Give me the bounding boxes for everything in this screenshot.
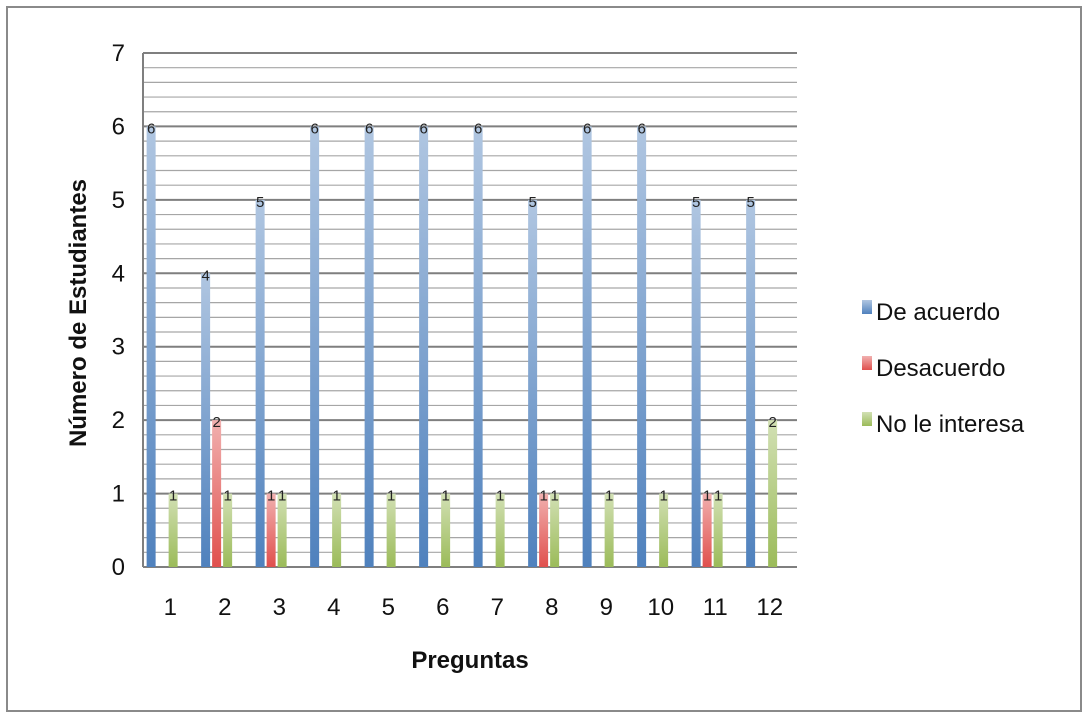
bar	[637, 126, 647, 567]
data-label: 1	[496, 488, 504, 505]
bar	[528, 199, 538, 567]
bar	[386, 493, 396, 567]
data-label: 6	[419, 120, 427, 137]
bar	[310, 126, 320, 567]
data-label: 2	[768, 414, 776, 431]
bar	[266, 493, 276, 567]
y-tick-label: 3	[112, 334, 125, 361]
data-label: 1	[223, 488, 231, 505]
x-tick-label: 11	[703, 594, 728, 621]
data-label: 1	[387, 488, 395, 505]
bars	[146, 126, 778, 567]
x-tick-label: 7	[491, 594, 504, 621]
x-tick-label: 12	[756, 594, 783, 621]
x-tick-label: 9	[600, 594, 613, 621]
data-label: 1	[278, 488, 286, 505]
bar	[364, 126, 374, 567]
y-axis-title: Número de Estudiantes	[65, 179, 92, 447]
x-tick-label: 5	[382, 594, 395, 621]
data-label: 5	[528, 194, 536, 211]
data-label: 1	[550, 488, 558, 505]
data-label: 6	[365, 120, 373, 137]
bar	[201, 273, 211, 567]
chart-frame	[6, 6, 1082, 712]
bar	[277, 493, 287, 567]
y-tick-label: 0	[112, 554, 125, 581]
bar	[539, 493, 549, 567]
x-axis-title: Preguntas	[411, 647, 528, 674]
data-label: 6	[474, 120, 482, 137]
y-tick-label: 7	[112, 40, 125, 67]
data-label: 6	[637, 120, 645, 137]
data-label: 2	[212, 414, 220, 431]
x-tick-label: 6	[436, 594, 449, 621]
data-label: 5	[746, 194, 754, 211]
data-label: 1	[332, 488, 340, 505]
x-tick-label: 1	[164, 594, 177, 621]
x-tick-label: 4	[327, 594, 340, 621]
bar	[419, 126, 429, 567]
bar	[604, 493, 614, 567]
data-label: 1	[714, 488, 722, 505]
x-tick-label: 8	[545, 594, 558, 621]
legend-swatch	[862, 412, 872, 426]
y-tick-label: 4	[112, 260, 125, 287]
data-label: 1	[539, 488, 547, 505]
bar	[441, 493, 451, 567]
y-tick-label: 5	[112, 187, 125, 214]
x-tick-label: 2	[218, 594, 231, 621]
data-label: 1	[703, 488, 711, 505]
data-label: 6	[310, 120, 318, 137]
bar	[746, 199, 756, 567]
data-label: 1	[441, 488, 449, 505]
legend: De acuerdo Desacuerdo No le interesa	[862, 299, 1025, 438]
data-label: 1	[659, 488, 667, 505]
data-label: 5	[692, 194, 700, 211]
data-label: 6	[147, 120, 155, 137]
bar	[495, 493, 505, 567]
data-label: 1	[169, 488, 177, 505]
bar	[332, 493, 342, 567]
axes	[142, 53, 797, 568]
legend-swatch	[862, 300, 872, 314]
y-tick-label: 1	[112, 481, 125, 508]
data-label: 1	[605, 488, 613, 505]
bar	[702, 493, 712, 567]
bar	[473, 126, 483, 567]
bar	[223, 493, 233, 567]
legend-label: De acuerdo	[876, 299, 1000, 326]
bar	[768, 420, 778, 567]
data-label: 6	[583, 120, 591, 137]
bar	[255, 199, 265, 567]
bar	[168, 493, 178, 567]
x-tick-label: 3	[273, 594, 286, 621]
legend-label: No le interesa	[876, 411, 1025, 438]
bar	[659, 493, 669, 567]
bar	[691, 199, 701, 567]
y-tick-label: 6	[112, 113, 125, 140]
bar	[146, 126, 156, 567]
x-tick-label: 10	[647, 594, 674, 621]
data-label: 4	[201, 267, 209, 284]
data-label: 5	[256, 194, 264, 211]
bar	[550, 493, 560, 567]
legend-swatch	[862, 356, 872, 370]
legend-label: Desacuerdo	[876, 355, 1005, 382]
bar	[582, 126, 592, 567]
data-label: 1	[267, 488, 275, 505]
y-tick-label: 2	[112, 407, 125, 434]
bar	[713, 493, 723, 567]
bar	[212, 420, 222, 567]
